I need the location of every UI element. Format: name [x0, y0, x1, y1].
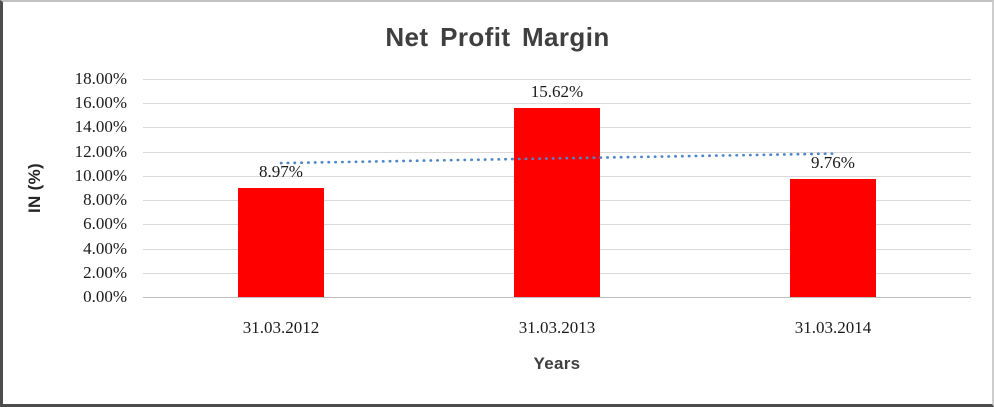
data-label: 15.62% [530, 81, 584, 101]
y-tick-label: 0.00% [83, 287, 127, 306]
y-tick-label: 2.00% [83, 262, 127, 282]
y-tick-label: 8.00% [83, 190, 127, 210]
x-tick-label: 31.03.2012 [242, 318, 320, 337]
gridline [143, 79, 971, 80]
chart-title: Net Profit Margin [385, 22, 610, 52]
bar [514, 107, 600, 297]
y-tick-label: 12.00% [74, 141, 127, 161]
x-axis-title: Years [533, 354, 581, 373]
bar [790, 178, 876, 297]
bar [238, 188, 324, 297]
x-tick-label: 31.03.2013 [518, 318, 596, 337]
gridline [143, 103, 971, 105]
data-label: 8.97% [259, 162, 303, 182]
y-tick-label: 14.00% [74, 117, 127, 137]
gridline [143, 297, 971, 298]
y-tick-label: 18.00% [74, 69, 127, 88]
y-tick-label: 10.00% [74, 165, 127, 185]
y-tick-label: 16.00% [74, 93, 127, 113]
x-tick-label: 31.03.2014 [794, 318, 872, 337]
y-tick-label: 6.00% [83, 214, 127, 234]
y-tick-label: 4.00% [83, 238, 127, 258]
data-label: 9.76% [811, 152, 855, 172]
plot-area [143, 79, 971, 298]
